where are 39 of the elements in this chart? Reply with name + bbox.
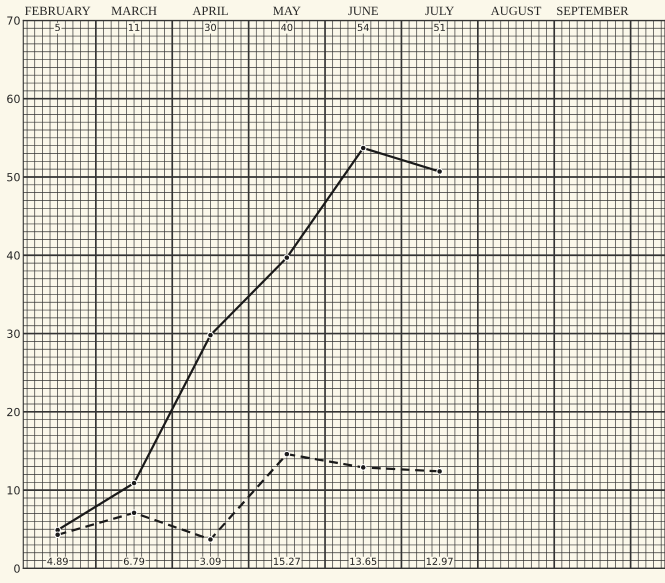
annotation: 13.65	[350, 558, 376, 565]
annotation: 12.97	[426, 558, 453, 565]
x-tick-label: MARCH	[111, 6, 157, 16]
x-tick-label: JUNE	[348, 6, 378, 16]
annotation: 51	[434, 24, 445, 32]
point	[54, 531, 61, 538]
y-tick-label: 60	[7, 94, 20, 104]
point	[360, 464, 367, 471]
annotation: 30	[205, 24, 216, 32]
annotation: 11	[128, 24, 140, 31]
y-tick-label: 10	[8, 486, 20, 495]
x-tick-label: FEBRUARY	[25, 6, 90, 16]
annotation: 54	[358, 24, 369, 32]
annotation: 4.89	[47, 558, 68, 565]
point	[130, 510, 138, 516]
point	[436, 168, 443, 175]
x-tick-label: AUGUST	[490, 6, 542, 16]
annotation: 3.09	[200, 558, 221, 565]
y-tick-label: 50	[7, 172, 20, 182]
y-tick-label: 20	[7, 408, 20, 416]
point	[207, 332, 214, 338]
y-tick-label: 70	[7, 16, 20, 25]
point	[436, 468, 443, 475]
y-tick-label: 0	[14, 564, 20, 573]
point	[207, 536, 214, 543]
annotation: 40	[281, 24, 292, 32]
point	[360, 144, 367, 152]
x-tick-label: MAY	[273, 6, 301, 15]
annotation: 15.27	[274, 558, 300, 565]
x-tick-label: SEPTEMBER	[557, 6, 629, 16]
x-tick-label: APRIL	[192, 6, 228, 15]
annotation: 6.79	[124, 558, 144, 565]
x-tick-label: JULY	[425, 6, 454, 16]
y-tick-label: 40	[6, 251, 20, 260]
point	[130, 480, 138, 486]
y-tick-label: 30	[7, 330, 20, 338]
annotation: 5	[55, 24, 60, 32]
point	[284, 450, 290, 458]
point	[284, 254, 290, 261]
